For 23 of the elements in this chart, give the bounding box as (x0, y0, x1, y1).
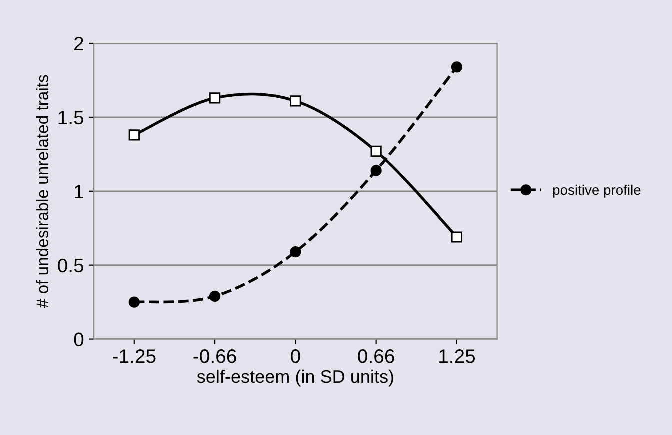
x-tick-label: -1.25 (113, 350, 156, 364)
y-tick-label: 1.5 (58, 111, 84, 125)
point (209, 290, 221, 302)
point (128, 130, 140, 141)
point (451, 232, 463, 243)
x-tick-label: 0 (291, 350, 300, 364)
point (451, 62, 463, 73)
point (370, 146, 382, 158)
y-tick-label: 0 (74, 332, 84, 347)
y-axis-title: # of undesirable unrelated traits (36, 75, 48, 308)
point (128, 296, 140, 308)
y-tick-label: 2 (74, 36, 84, 51)
point (290, 96, 302, 107)
point (370, 165, 382, 176)
y-tick-label: 0.5 (58, 258, 84, 273)
point (209, 92, 221, 104)
x-tick-label: 1.25 (440, 350, 476, 364)
x-axis-title: self-esteem (in SD units) (197, 370, 394, 387)
legend-label: positive profile (553, 184, 641, 198)
x-tick-label: -0.66 (194, 350, 236, 364)
y-tick-label: 1 (75, 185, 84, 198)
x-tick-label: 0.66 (358, 350, 394, 364)
point (290, 246, 302, 258)
